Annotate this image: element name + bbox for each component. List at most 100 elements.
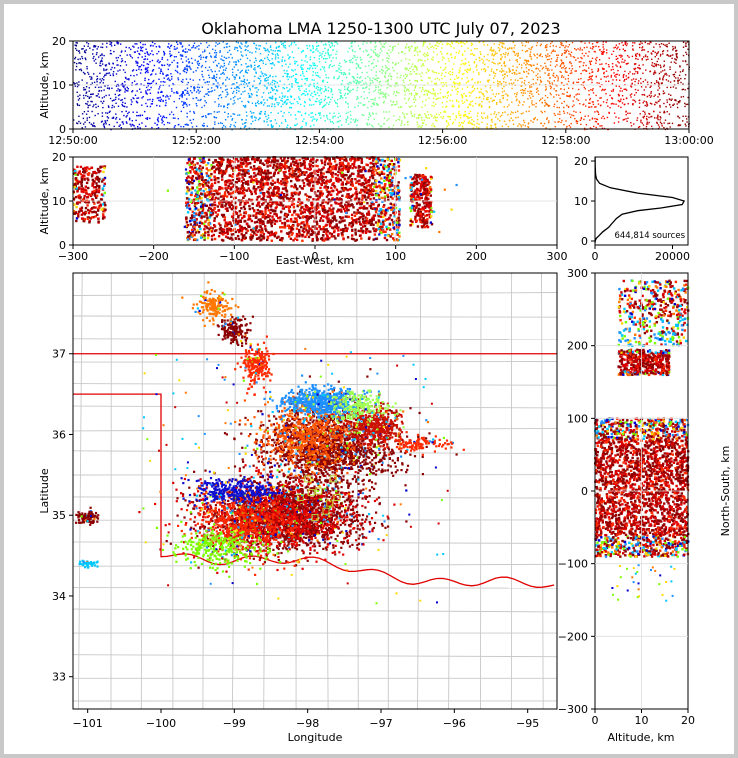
time-altitude-point bbox=[555, 90, 558, 92]
east-west-point bbox=[83, 174, 86, 177]
time-altitude-point bbox=[485, 69, 487, 72]
time-altitude-point bbox=[566, 83, 568, 85]
time-altitude-point bbox=[641, 47, 643, 49]
time-altitude-point bbox=[301, 67, 303, 69]
time-altitude-point bbox=[665, 45, 668, 47]
time-altitude-point bbox=[324, 58, 327, 60]
time-altitude-point bbox=[212, 48, 214, 50]
time-altitude-point bbox=[685, 125, 687, 127]
time-altitude-point bbox=[594, 120, 597, 123]
east-west-point bbox=[355, 202, 359, 205]
east-west-point bbox=[317, 190, 320, 193]
time-altitude-point bbox=[458, 106, 460, 108]
time-altitude-point bbox=[207, 69, 209, 72]
time-altitude-point bbox=[535, 88, 538, 90]
time-altitude-point bbox=[606, 52, 608, 54]
time-altitude-point bbox=[316, 65, 318, 67]
time-altitude-point bbox=[563, 93, 565, 95]
time-altitude-point bbox=[178, 123, 180, 126]
time-altitude-point bbox=[443, 83, 446, 86]
time-altitude-point bbox=[585, 64, 587, 67]
time-altitude-point bbox=[622, 76, 625, 79]
time-altitude-point bbox=[398, 106, 400, 109]
time-altitude-point bbox=[508, 71, 511, 73]
time-altitude-point bbox=[136, 74, 138, 76]
time-altitude-point bbox=[468, 117, 471, 119]
time-altitude-point bbox=[294, 60, 296, 62]
time-altitude-point bbox=[420, 126, 422, 128]
time-altitude-point bbox=[131, 101, 133, 103]
time-altitude-point bbox=[617, 93, 620, 96]
time-altitude-point bbox=[573, 110, 575, 113]
time-altitude-point bbox=[612, 88, 615, 91]
time-altitude-point bbox=[640, 121, 642, 123]
time-altitude-point bbox=[446, 127, 448, 129]
time-altitude-point bbox=[75, 69, 77, 71]
time-altitude-point bbox=[517, 54, 519, 56]
time-altitude-point bbox=[387, 83, 389, 85]
time-altitude-point bbox=[656, 121, 658, 124]
time-altitude-point bbox=[656, 52, 658, 55]
time-altitude-point bbox=[530, 90, 533, 93]
time-altitude-point bbox=[414, 86, 416, 89]
time-altitude-point bbox=[500, 64, 503, 67]
east-west-point bbox=[195, 221, 198, 224]
time-altitude-point bbox=[338, 89, 340, 91]
time-altitude-point bbox=[500, 57, 502, 60]
time-altitude-point bbox=[322, 79, 325, 82]
time-altitude-point bbox=[406, 67, 408, 70]
time-altitude-point bbox=[634, 101, 637, 103]
time-altitude-point bbox=[533, 118, 535, 121]
time-altitude-point bbox=[83, 97, 85, 99]
time-altitude-point bbox=[671, 98, 673, 100]
time-altitude-point bbox=[469, 69, 471, 71]
time-altitude-point bbox=[103, 89, 105, 91]
time-altitude-point bbox=[257, 66, 259, 68]
time-altitude-point bbox=[523, 121, 526, 124]
time-altitude-point bbox=[224, 111, 226, 113]
time-altitude-point bbox=[377, 86, 380, 88]
time-altitude-point bbox=[393, 91, 395, 93]
time-altitude-point bbox=[439, 97, 441, 99]
time-altitude-point bbox=[551, 41, 553, 43]
time-altitude-point bbox=[110, 53, 112, 55]
time-altitude-point bbox=[158, 113, 160, 116]
time-altitude-point bbox=[195, 91, 198, 93]
time-altitude-point bbox=[141, 104, 143, 106]
time-altitude-point bbox=[424, 113, 426, 115]
time-altitude-point bbox=[579, 111, 582, 114]
time-altitude-point bbox=[233, 99, 235, 102]
time-altitude-point bbox=[392, 93, 395, 95]
time-altitude-point bbox=[486, 127, 488, 129]
time-altitude-point bbox=[220, 122, 222, 124]
time-altitude-point bbox=[108, 111, 111, 113]
time-altitude-point bbox=[288, 83, 291, 86]
time-altitude-point bbox=[114, 98, 117, 101]
east-west-point bbox=[97, 189, 101, 193]
time-altitude-point bbox=[570, 62, 572, 65]
time-altitude-point bbox=[423, 119, 426, 122]
time-altitude-point bbox=[421, 124, 424, 127]
time-altitude-point bbox=[287, 99, 289, 101]
time-altitude-point bbox=[338, 75, 340, 77]
east-west-point bbox=[104, 204, 107, 207]
time-altitude-point bbox=[186, 69, 189, 72]
time-altitude-point bbox=[572, 87, 574, 90]
time-altitude-point bbox=[115, 96, 117, 99]
time-altitude-point bbox=[338, 68, 340, 70]
time-altitude-point bbox=[561, 44, 563, 47]
time-altitude-point bbox=[224, 69, 227, 71]
time-altitude-point bbox=[99, 72, 101, 74]
time-altitude-point bbox=[445, 106, 447, 108]
time-altitude-point bbox=[554, 121, 556, 123]
time-altitude-point bbox=[92, 105, 94, 108]
time-altitude-point bbox=[356, 56, 358, 59]
time-altitude-point bbox=[88, 97, 90, 100]
time-altitude-point bbox=[167, 68, 169, 71]
time-altitude-point bbox=[404, 87, 406, 89]
time-altitude-point bbox=[77, 58, 79, 61]
time-altitude-point bbox=[285, 63, 287, 65]
time-altitude-point bbox=[407, 99, 410, 101]
time-altitude-point bbox=[455, 75, 458, 77]
time-altitude-point bbox=[361, 62, 363, 64]
